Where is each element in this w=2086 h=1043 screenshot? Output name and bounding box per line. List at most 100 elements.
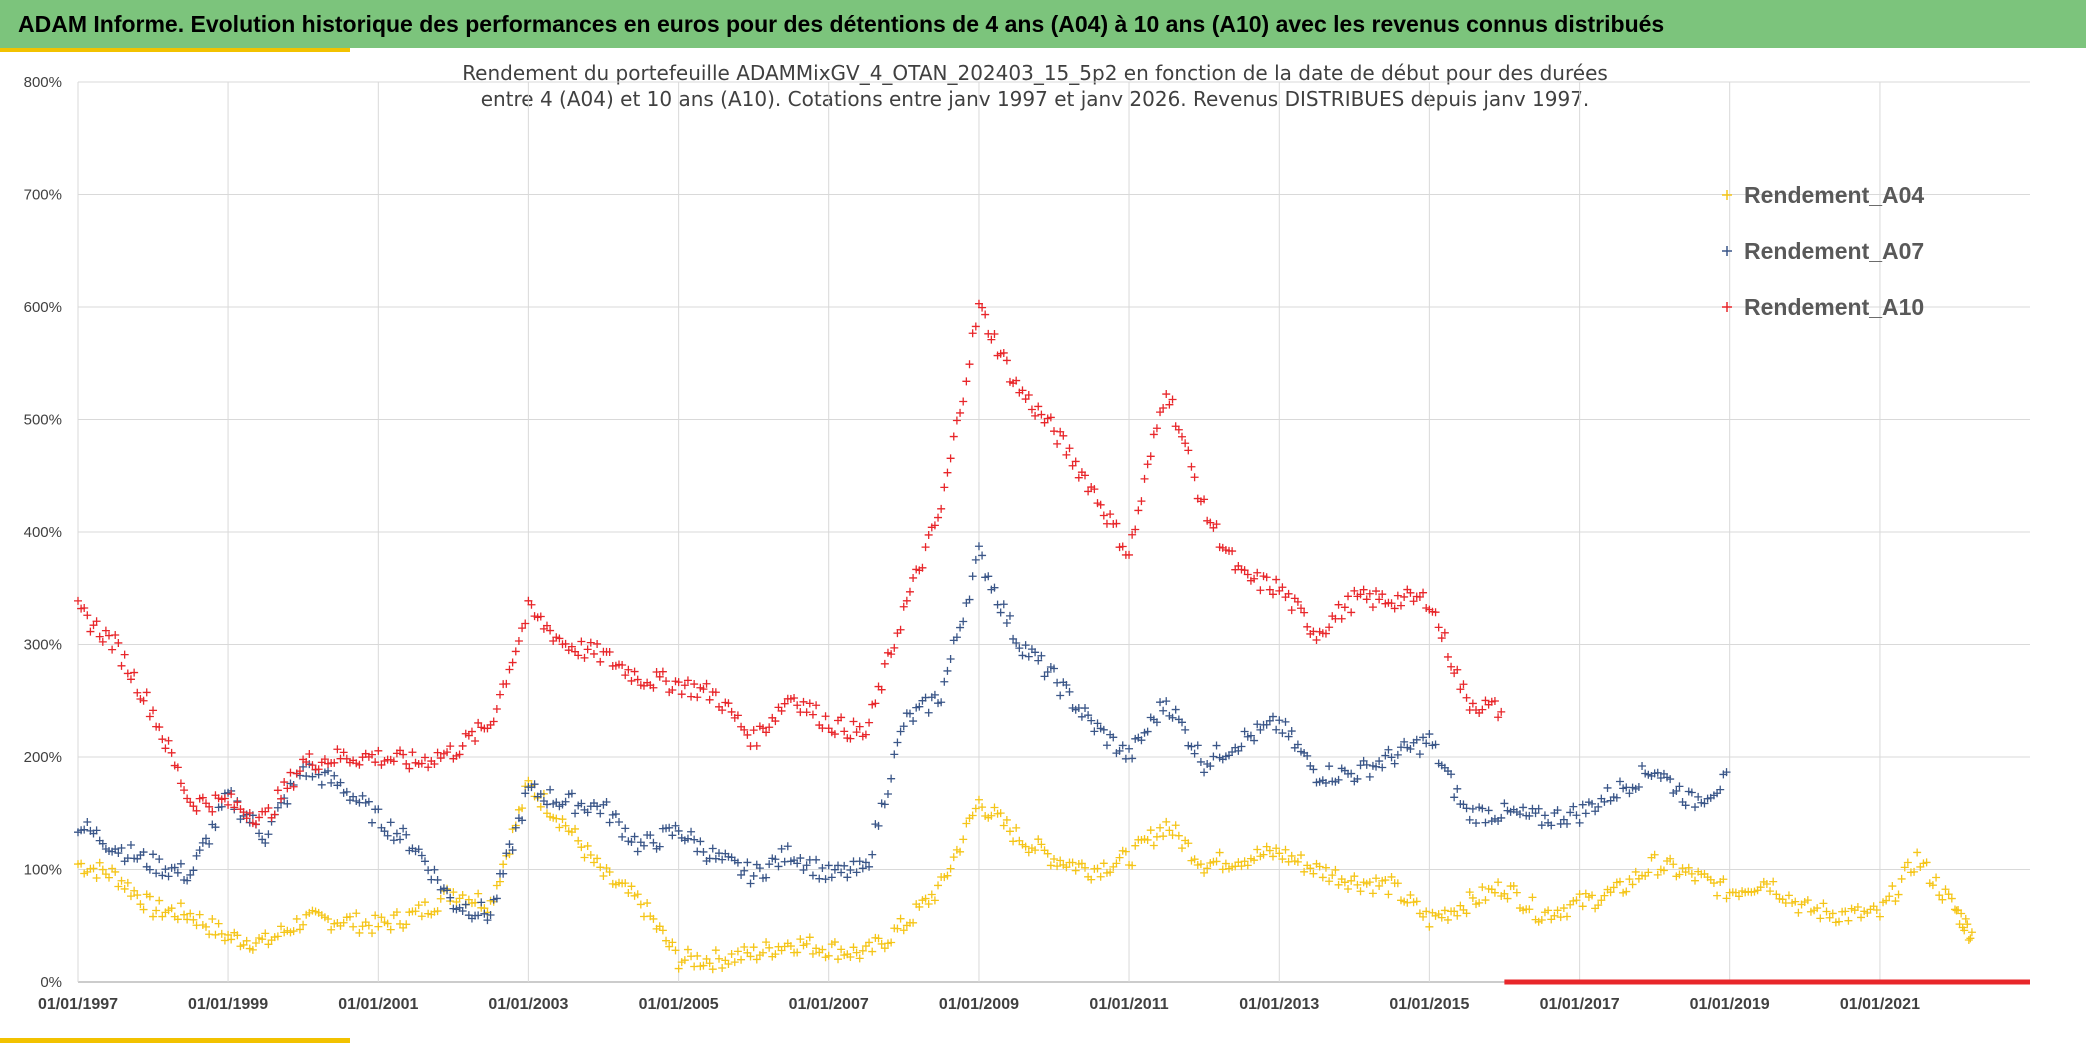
data-point	[349, 792, 358, 801]
data-point	[846, 734, 855, 743]
data-point	[364, 921, 373, 930]
data-point	[921, 543, 930, 552]
data-point	[971, 804, 980, 813]
data-point	[586, 850, 595, 859]
data-point	[1096, 872, 1105, 881]
data-point	[1960, 926, 1969, 935]
data-point	[123, 878, 132, 887]
data-point	[959, 835, 968, 844]
data-point	[368, 929, 377, 938]
data-point	[374, 922, 383, 931]
data-point	[536, 802, 545, 811]
data-point	[924, 530, 933, 539]
data-point	[805, 933, 814, 942]
data-point	[1056, 427, 1065, 436]
data-point	[1687, 869, 1696, 878]
data-point	[261, 839, 270, 848]
data-point	[821, 712, 830, 721]
data-point	[849, 717, 858, 726]
data-point	[683, 834, 692, 843]
data-point	[1347, 769, 1356, 778]
data-point	[755, 864, 764, 873]
data-point	[1700, 799, 1709, 808]
data-point	[386, 925, 395, 934]
data-point	[749, 726, 758, 735]
data-point	[877, 685, 886, 694]
data-point	[1687, 788, 1696, 797]
data-point	[120, 650, 129, 659]
data-point	[1913, 848, 1922, 857]
data-point	[1056, 856, 1065, 865]
x-tick-label: 01/01/1999	[188, 996, 268, 1013]
data-point	[189, 866, 198, 875]
data-point	[699, 685, 708, 694]
data-point	[1425, 730, 1434, 739]
data-point	[1372, 874, 1381, 883]
data-point	[1425, 922, 1434, 931]
data-point	[574, 651, 583, 660]
y-tick-label: 300%	[24, 637, 62, 654]
data-point	[874, 821, 883, 830]
data-point	[1659, 866, 1668, 875]
data-point	[1609, 883, 1618, 892]
data-point	[1050, 664, 1058, 673]
data-point	[273, 786, 282, 795]
data-point	[1303, 622, 1312, 631]
data-point	[1666, 854, 1675, 863]
data-point	[1437, 634, 1446, 643]
data-point	[849, 943, 858, 952]
data-point	[1149, 430, 1158, 439]
data-point	[508, 846, 517, 855]
data-point	[176, 899, 185, 908]
data-point	[149, 912, 158, 921]
data-point	[567, 642, 576, 651]
data-point	[1206, 762, 1215, 771]
x-tick-label: 01/01/2007	[789, 996, 869, 1013]
data-point	[217, 802, 226, 811]
chart-title-line-1: Rendement du portefeuille ADAMMixGV_4_OT…	[462, 61, 1608, 85]
data-point	[1932, 873, 1941, 882]
data-point	[571, 824, 580, 833]
data-point	[827, 873, 836, 882]
data-point	[1002, 618, 1011, 627]
data-point	[399, 824, 408, 833]
data-point	[812, 944, 821, 953]
data-point	[1056, 691, 1065, 700]
legend-marker	[1722, 246, 1732, 256]
data-point	[1422, 739, 1431, 748]
data-point	[1453, 784, 1462, 793]
data-point	[921, 894, 930, 903]
data-point	[1766, 887, 1775, 896]
data-point	[561, 797, 570, 806]
x-tick-label: 01/01/2011	[1089, 996, 1168, 1013]
data-point	[1762, 879, 1771, 888]
data-point	[1813, 904, 1822, 913]
data-point	[1090, 485, 1099, 494]
data-point	[446, 742, 455, 751]
data-point	[1503, 894, 1512, 903]
series-Rendement_A10	[74, 299, 1506, 829]
data-point	[458, 891, 467, 900]
data-point	[198, 838, 207, 847]
data-point	[180, 786, 189, 795]
data-point	[1031, 411, 1040, 420]
data-point	[1922, 858, 1931, 867]
data-point	[1053, 862, 1062, 871]
data-point	[896, 727, 905, 736]
data-point	[771, 717, 780, 726]
data-point	[796, 854, 805, 863]
data-point	[402, 759, 411, 768]
data-point	[139, 696, 148, 705]
data-point	[1181, 725, 1190, 734]
data-point	[1713, 891, 1722, 900]
chart-title-line-2: entre 4 (A04) et 10 ans (A10). Cotations…	[480, 87, 1590, 111]
data-point	[1093, 864, 1102, 873]
data-point	[1384, 745, 1393, 754]
data-point	[496, 877, 505, 886]
data-point	[155, 723, 164, 732]
data-point	[949, 853, 958, 862]
data-point	[762, 873, 771, 882]
data-point	[1084, 487, 1093, 496]
data-point	[671, 821, 680, 830]
data-point	[352, 909, 361, 918]
